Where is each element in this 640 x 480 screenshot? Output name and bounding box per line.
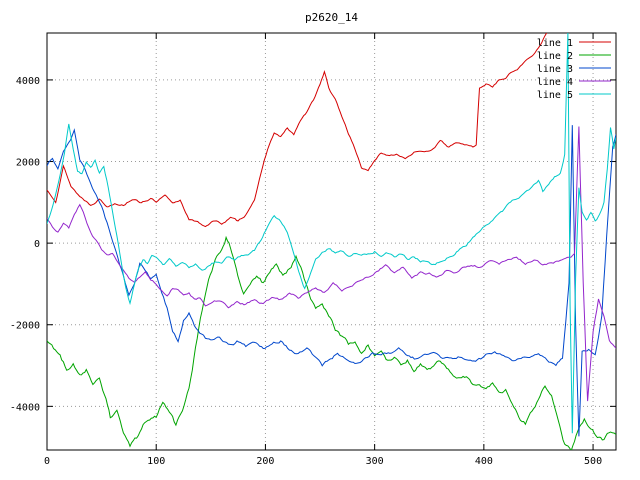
legend-label-1: line 1: [537, 38, 573, 49]
x-tick-label: 400: [475, 456, 493, 467]
plot-border: [46, 32, 617, 451]
series-line-5: [47, 33, 616, 434]
y-tick-label: -2000: [10, 321, 40, 332]
y-tick-label: -4000: [10, 402, 40, 413]
x-tick-label: 300: [366, 456, 384, 467]
y-tick-label: 0: [34, 239, 40, 250]
chart-title: p2620_14: [305, 11, 358, 24]
x-tick-label: 100: [147, 456, 165, 467]
legend-label-3: line 3: [537, 64, 573, 75]
series-line-3: [47, 125, 616, 437]
series-line-1: [47, 33, 548, 228]
y-tick-label: 4000: [16, 76, 40, 87]
x-tick-label: 200: [256, 456, 274, 467]
x-tick-label: 0: [44, 456, 50, 467]
x-tick-label: 500: [584, 456, 602, 467]
series-line-2: [47, 235, 616, 450]
legend-label-2: line 2: [537, 51, 573, 62]
series-line-4: [47, 126, 616, 402]
legend-label-5: line 5: [537, 90, 573, 101]
y-tick-label: 2000: [16, 158, 40, 169]
legend-label-4: line 4: [537, 77, 573, 88]
